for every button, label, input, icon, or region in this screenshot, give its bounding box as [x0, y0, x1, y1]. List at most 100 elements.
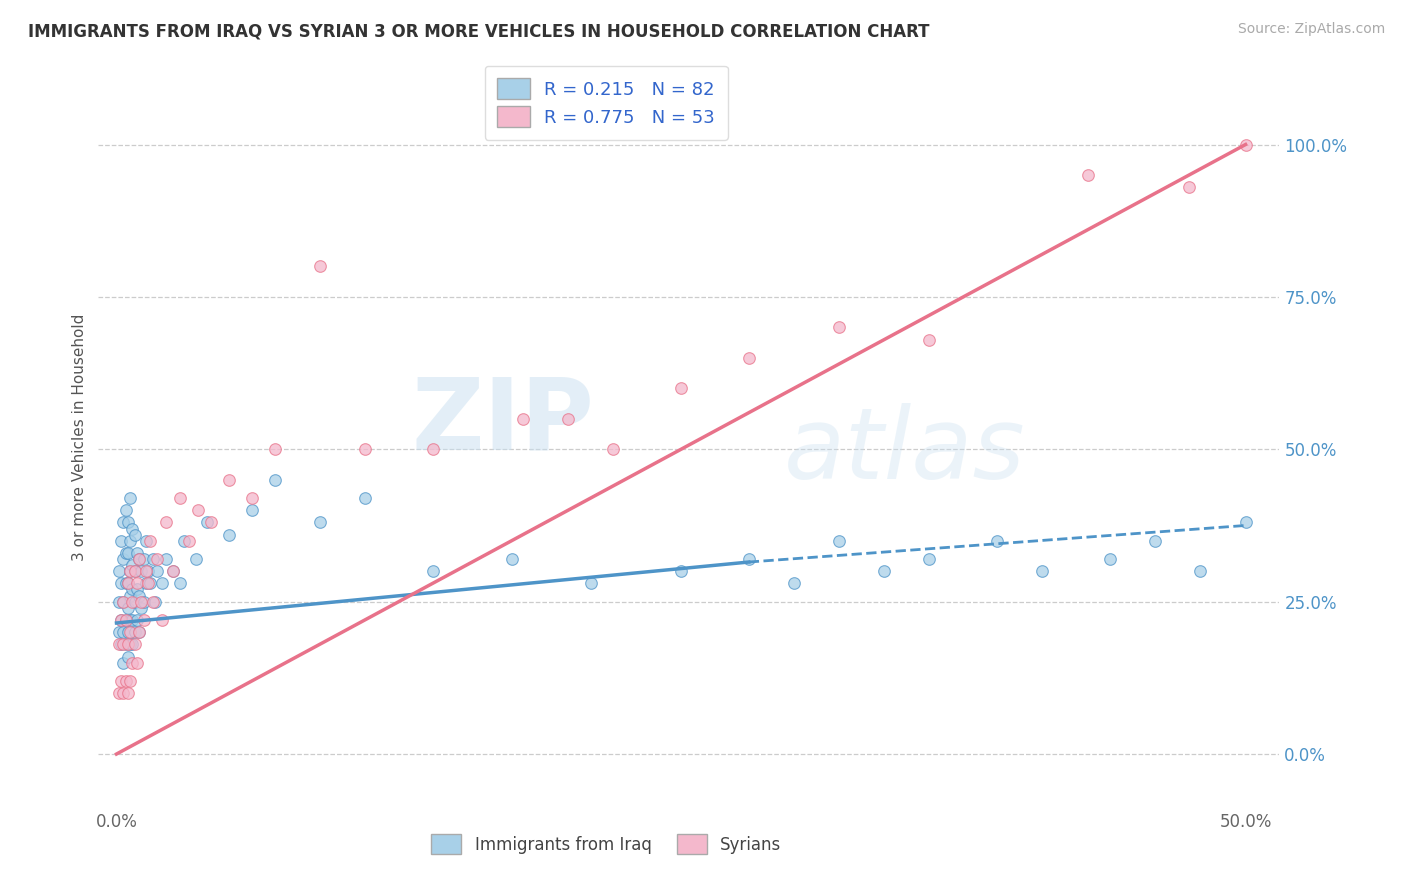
- Point: [187, 503, 209, 517]
- Point: [124, 564, 146, 578]
- Point: [124, 637, 146, 651]
- Point: [1031, 564, 1053, 578]
- Point: [118, 673, 141, 688]
- Point: [263, 473, 285, 487]
- Point: [117, 516, 139, 530]
- Legend: Immigrants from Iraq, Syrians: Immigrants from Iraq, Syrians: [425, 828, 787, 860]
- Point: [828, 533, 851, 548]
- Point: [118, 491, 141, 505]
- Point: [112, 594, 135, 608]
- Point: [128, 589, 150, 603]
- Y-axis label: 3 or more Vehicles in Household: 3 or more Vehicles in Household: [72, 313, 87, 561]
- Point: [117, 576, 139, 591]
- Point: [501, 552, 523, 566]
- Point: [118, 533, 141, 548]
- Point: [918, 552, 941, 566]
- Point: [1189, 564, 1212, 578]
- Point: [308, 260, 330, 274]
- Point: [873, 564, 896, 578]
- Point: [1178, 180, 1201, 194]
- Point: [124, 594, 146, 608]
- Point: [218, 473, 240, 487]
- Point: [738, 552, 761, 566]
- Text: ZIP: ZIP: [412, 374, 595, 471]
- Point: [121, 594, 143, 608]
- Point: [117, 625, 139, 640]
- Point: [118, 613, 141, 627]
- Point: [124, 625, 146, 640]
- Point: [114, 613, 136, 627]
- Point: [1234, 137, 1257, 152]
- Point: [263, 442, 285, 457]
- Point: [112, 516, 135, 530]
- Point: [139, 576, 162, 591]
- Point: [131, 600, 153, 615]
- Point: [112, 625, 135, 640]
- Point: [114, 613, 136, 627]
- Point: [150, 613, 173, 627]
- Point: [110, 613, 132, 627]
- Point: [112, 637, 135, 651]
- Point: [125, 582, 148, 597]
- Point: [1234, 516, 1257, 530]
- Text: IMMIGRANTS FROM IRAQ VS SYRIAN 3 OR MORE VEHICLES IN HOUSEHOLD CORRELATION CHART: IMMIGRANTS FROM IRAQ VS SYRIAN 3 OR MORE…: [28, 22, 929, 40]
- Point: [602, 442, 624, 457]
- Point: [125, 546, 148, 560]
- Point: [155, 516, 177, 530]
- Point: [114, 637, 136, 651]
- Point: [142, 594, 165, 608]
- Text: atlas: atlas: [783, 403, 1025, 500]
- Point: [107, 637, 129, 651]
- Point: [121, 637, 143, 651]
- Point: [110, 613, 132, 627]
- Point: [128, 625, 150, 640]
- Point: [143, 594, 166, 608]
- Point: [128, 552, 150, 566]
- Point: [121, 521, 143, 535]
- Point: [146, 564, 169, 578]
- Point: [139, 533, 162, 548]
- Point: [114, 673, 136, 688]
- Point: [173, 533, 195, 548]
- Point: [128, 625, 150, 640]
- Point: [121, 656, 143, 670]
- Point: [136, 564, 159, 578]
- Point: [107, 625, 129, 640]
- Point: [114, 503, 136, 517]
- Point: [512, 412, 534, 426]
- Point: [422, 442, 444, 457]
- Point: [112, 656, 135, 670]
- Point: [669, 564, 692, 578]
- Point: [112, 594, 135, 608]
- Point: [142, 552, 165, 566]
- Point: [135, 564, 157, 578]
- Point: [114, 576, 136, 591]
- Point: [107, 686, 129, 700]
- Point: [117, 600, 139, 615]
- Point: [110, 673, 132, 688]
- Point: [132, 594, 155, 608]
- Point: [146, 552, 169, 566]
- Point: [918, 333, 941, 347]
- Point: [131, 594, 153, 608]
- Point: [354, 442, 377, 457]
- Point: [125, 613, 148, 627]
- Text: Source: ZipAtlas.com: Source: ZipAtlas.com: [1237, 22, 1385, 37]
- Point: [117, 649, 139, 664]
- Point: [240, 491, 263, 505]
- Point: [117, 637, 139, 651]
- Point: [117, 576, 139, 591]
- Point: [136, 576, 159, 591]
- Point: [1144, 533, 1167, 548]
- Point: [162, 564, 184, 578]
- Point: [107, 594, 129, 608]
- Point: [135, 576, 157, 591]
- Point: [986, 533, 1008, 548]
- Point: [150, 576, 173, 591]
- Point: [162, 564, 184, 578]
- Point: [169, 491, 191, 505]
- Point: [354, 491, 377, 505]
- Point: [155, 552, 177, 566]
- Point: [112, 552, 135, 566]
- Point: [200, 516, 222, 530]
